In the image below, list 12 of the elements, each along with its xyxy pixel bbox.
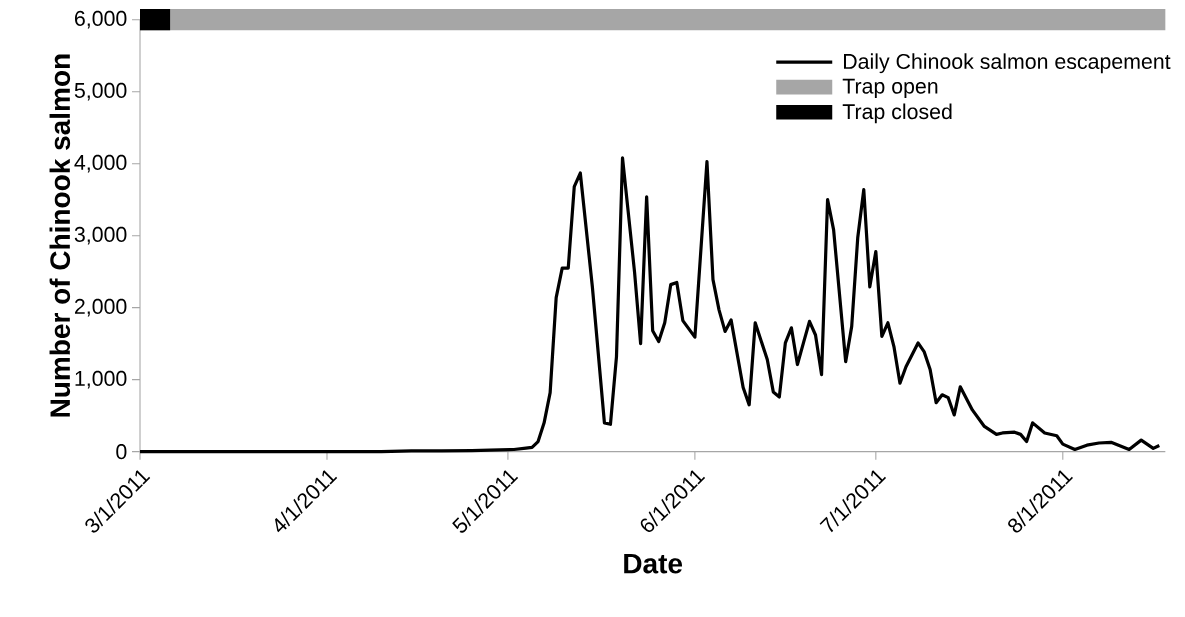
- y-tick-label: 0: [116, 444, 127, 460]
- y-tick-label: 4,000: [74, 154, 127, 173]
- legend-label: Trap closed: [842, 103, 952, 124]
- y-axis-title: Number of Chinook salmon: [49, 54, 71, 417]
- y-tick-label: 6,000: [75, 10, 127, 29]
- y-tick-label: 2,000: [74, 298, 127, 317]
- x-axis-title: Date: [624, 553, 683, 574]
- legend-label: Trap open: [842, 78, 938, 98]
- y-tick-label: 1,000: [75, 370, 127, 389]
- y-tick-label: 3,000: [74, 226, 127, 245]
- legend-label: Daily Chinook salmon escapement: [844, 53, 1171, 74]
- y-tick-label: 5,000: [74, 82, 127, 101]
